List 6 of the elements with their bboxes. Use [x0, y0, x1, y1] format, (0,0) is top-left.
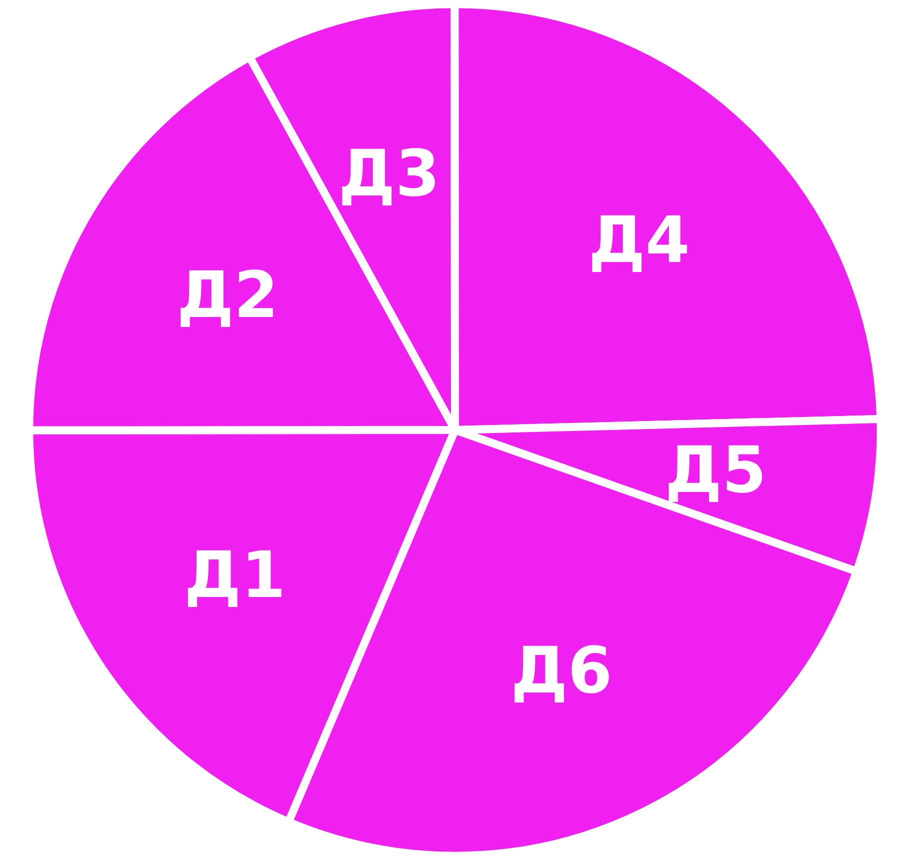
slice-label: Д2	[176, 258, 278, 333]
slice-label: Д6	[510, 634, 612, 709]
slice-label: Д5	[665, 434, 767, 508]
slice-label: Д3	[338, 137, 440, 212]
slice-label: Д4	[588, 204, 690, 278]
slice-label: Д1	[184, 538, 286, 613]
